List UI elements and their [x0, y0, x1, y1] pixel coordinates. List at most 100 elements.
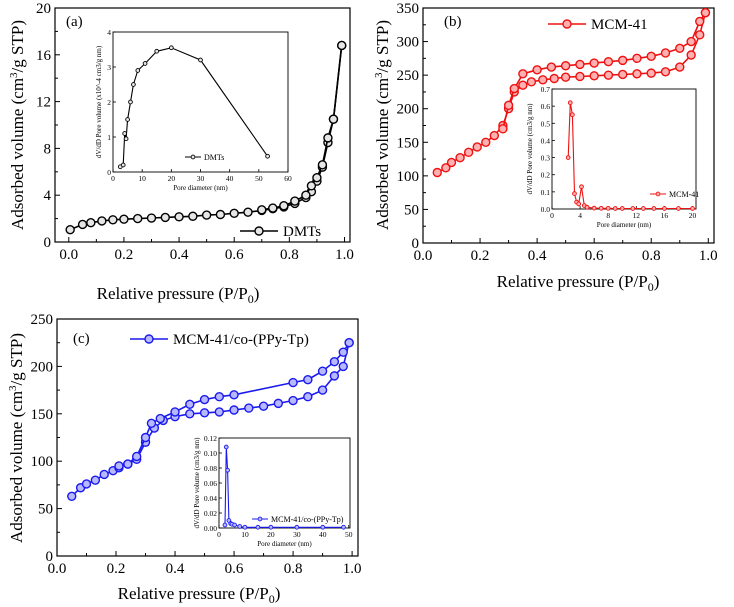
inset-data-point	[255, 524, 261, 530]
inset-data-point	[125, 117, 130, 122]
data-point	[97, 216, 107, 226]
panel-label: (b)	[444, 14, 462, 30]
inset-data-point	[605, 205, 611, 211]
data-point	[214, 392, 225, 402]
legend-marker	[144, 334, 154, 344]
inset-data-point	[142, 61, 148, 66]
x-axis-label: Relative pressure (P/P0)	[497, 272, 660, 294]
data-point	[338, 361, 348, 372]
data-point	[77, 219, 88, 230]
data-point	[214, 407, 225, 417]
y-tick-label: 300	[397, 35, 420, 51]
data-point	[432, 167, 442, 178]
inset-x-tick-label: 12	[633, 211, 641, 220]
inset-data-point	[612, 206, 618, 211]
data-point	[170, 407, 180, 417]
inset-data-point	[662, 206, 667, 211]
x-tick-label: 0.8	[280, 247, 299, 263]
x-tick-label: 0.4	[528, 248, 547, 264]
inset-data-point	[237, 524, 243, 529]
inset-x-tick-label: 60	[284, 174, 292, 183]
inset-y-tick-label: 2	[107, 98, 111, 107]
inset-x-tick-label: 8	[606, 211, 610, 220]
data-point	[257, 205, 267, 215]
panel-label: (a)	[66, 14, 83, 30]
data-point	[199, 408, 210, 418]
y-tick-label: 12	[36, 95, 51, 111]
inset-y-tick-label: 0.02	[204, 509, 217, 518]
inset-y-tick-label: 0.6	[541, 102, 551, 111]
data-point	[695, 16, 705, 27]
y-tick-label: 0	[412, 236, 420, 252]
data-point	[244, 403, 254, 413]
inset-x-tick-label: 40	[226, 174, 234, 183]
y-axis-label: Adsorbed volume (cm3/g STP)	[7, 333, 26, 543]
inset-frame	[112, 31, 289, 173]
data-point	[188, 211, 198, 221]
data-point	[328, 114, 339, 124]
data-point	[686, 36, 696, 47]
inset-data-point	[123, 136, 129, 142]
inset-x-axis-label: Pore diameter (nm)	[257, 540, 312, 548]
y-tick-label: 150	[397, 135, 420, 151]
inset-data-point	[232, 522, 237, 528]
x-tick-label: 0.2	[471, 248, 490, 264]
data-point	[67, 491, 77, 501]
inset-x-tick-label: 20	[689, 211, 697, 220]
inset-y-tick-label: 0.0	[541, 205, 551, 214]
y-tick-label: 4	[44, 188, 52, 204]
data-point	[301, 190, 311, 200]
chart-panel-c: (c) Relative pressure (P/P0) Adsorbed vo…	[7, 312, 361, 606]
x-tick-label: 1.0	[699, 248, 718, 264]
data-point	[65, 225, 75, 235]
panel-label: (c)	[73, 331, 90, 347]
data-point	[317, 385, 328, 395]
data-point	[337, 40, 347, 51]
y-tick-label: 0	[44, 235, 52, 251]
x-tick-label: 0.2	[115, 247, 134, 263]
inset-y-tick-label: 0.12	[204, 434, 217, 443]
legend-marker	[254, 226, 264, 236]
data-point	[317, 366, 328, 376]
inset-legend-label: MCM-41/co-(PPy-Tp)	[271, 515, 344, 524]
data-point	[174, 212, 184, 222]
data-point	[338, 347, 348, 357]
inset-y-axis-label: dV/dD Pore volume (cm3/g nm)	[526, 103, 534, 195]
data-point	[229, 208, 239, 219]
inset-x-tick-label: 0	[111, 174, 115, 183]
inset-data-point	[341, 524, 346, 530]
data-point	[532, 65, 542, 75]
inset-y-tick-label: 0	[107, 168, 111, 177]
inset-data-point	[122, 131, 128, 136]
inset-data-point	[168, 45, 174, 51]
inset-x-axis-label: Pore diameter (nm)	[597, 221, 652, 229]
y-tick-label: 0	[46, 549, 54, 565]
data-point	[288, 395, 298, 406]
data-point	[618, 55, 628, 66]
inset-y-tick-label: 0.3	[541, 154, 551, 163]
inset-data-point	[131, 82, 136, 87]
data-point	[603, 70, 614, 80]
inset-chart: 0 10 20 30 40 50 60 0 1 2 3 4 Pore diameter (nm) dV/d…	[95, 28, 292, 192]
inset-data-point	[570, 112, 575, 118]
x-tick-label: 0.2	[107, 561, 126, 577]
x-tick-label: 0.6	[585, 248, 604, 264]
data-point	[86, 217, 96, 228]
inset-data-point	[676, 206, 681, 211]
data-point	[201, 210, 212, 220]
inset-x-tick-label: 10	[241, 530, 249, 539]
y-axis-label: Adsorbed volume (cm3/g STP)	[8, 20, 27, 230]
data-point	[279, 201, 289, 211]
chart-panel-a: (a) Relative pressure (P/P0) Adsorbed vo…	[8, 1, 354, 306]
data-point	[323, 133, 333, 143]
y-tick-label: 100	[31, 454, 54, 470]
inset-data-point	[598, 205, 604, 211]
data-point	[675, 43, 685, 53]
inset-series-line	[224, 446, 344, 528]
inset-data-point	[576, 201, 582, 207]
inset-data-point	[579, 184, 584, 190]
inset-legend-label: DMTs	[204, 153, 224, 162]
data-point	[646, 51, 656, 62]
y-tick-label: 350	[397, 1, 420, 17]
inset-x-tick-label: 0	[550, 211, 554, 220]
